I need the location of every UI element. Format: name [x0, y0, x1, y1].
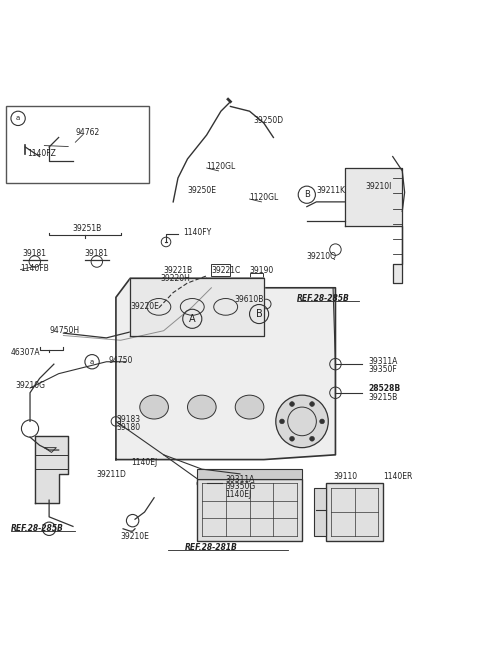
Polygon shape [130, 278, 264, 336]
Text: 94750: 94750 [109, 356, 133, 365]
Text: 94750H: 94750H [49, 326, 79, 336]
Text: REF.28-285B: REF.28-285B [297, 294, 350, 303]
Text: a: a [16, 115, 20, 121]
Text: 39110: 39110 [333, 472, 357, 481]
Text: 1140FZ: 1140FZ [28, 149, 57, 158]
Circle shape [310, 436, 314, 441]
Text: 39250D: 39250D [253, 116, 284, 125]
Text: 39215B: 39215B [369, 393, 398, 402]
Polygon shape [116, 278, 336, 460]
Text: 39311A: 39311A [226, 475, 255, 484]
Text: 39180: 39180 [116, 423, 140, 431]
Text: 39250E: 39250E [187, 187, 216, 195]
Text: 39183: 39183 [116, 415, 140, 423]
Text: 39210G: 39210G [16, 381, 46, 390]
Text: B: B [304, 190, 310, 199]
Ellipse shape [140, 395, 168, 419]
FancyBboxPatch shape [250, 274, 263, 284]
Circle shape [320, 419, 324, 424]
Text: 1140ER: 1140ER [383, 472, 412, 481]
Polygon shape [35, 435, 68, 503]
Circle shape [276, 395, 328, 448]
FancyBboxPatch shape [6, 107, 149, 183]
Text: 1120GL: 1120GL [250, 193, 279, 201]
Text: 39190: 39190 [250, 266, 274, 274]
Text: 39221B: 39221B [163, 266, 192, 274]
Text: 39181: 39181 [85, 249, 109, 258]
Text: 39220H: 39220H [161, 274, 191, 282]
Text: 39210E: 39210E [120, 532, 149, 541]
Text: REF.28-281B: REF.28-281B [185, 544, 238, 552]
FancyBboxPatch shape [326, 483, 383, 541]
Text: 46307A: 46307A [11, 348, 40, 357]
Text: 39210I: 39210I [365, 182, 392, 191]
Text: 39181: 39181 [23, 249, 47, 258]
Text: 1140FB: 1140FB [21, 264, 49, 273]
Text: 39221C: 39221C [211, 266, 240, 274]
Text: 94762: 94762 [75, 128, 99, 137]
Circle shape [289, 436, 294, 441]
Text: REF.28-285B: REF.28-285B [11, 524, 64, 533]
Polygon shape [345, 168, 402, 283]
FancyBboxPatch shape [211, 264, 230, 276]
FancyBboxPatch shape [197, 469, 302, 478]
Circle shape [289, 402, 294, 407]
Ellipse shape [188, 395, 216, 419]
Ellipse shape [235, 395, 264, 419]
Text: B: B [256, 309, 263, 319]
Text: 1140FY: 1140FY [183, 228, 211, 238]
Text: 39350G: 39350G [226, 482, 256, 491]
Text: 39350F: 39350F [369, 366, 397, 374]
FancyBboxPatch shape [197, 478, 302, 541]
FancyBboxPatch shape [314, 488, 326, 536]
Circle shape [310, 402, 314, 407]
Circle shape [280, 419, 284, 424]
Text: A: A [189, 314, 195, 324]
Text: 1140EJ: 1140EJ [226, 491, 252, 499]
Text: 39220E: 39220E [130, 303, 159, 311]
Text: 39251B: 39251B [72, 223, 102, 233]
Text: 39211K: 39211K [316, 187, 345, 195]
Text: 39311A: 39311A [369, 357, 398, 366]
Text: 28528B: 28528B [369, 384, 401, 393]
Text: a: a [90, 359, 94, 365]
Text: 39210Q: 39210Q [306, 252, 336, 261]
Text: 1120GL: 1120GL [206, 162, 236, 170]
Text: 1140EJ: 1140EJ [132, 458, 158, 467]
Text: 39211D: 39211D [96, 470, 126, 479]
Text: 39610B: 39610B [235, 295, 264, 304]
